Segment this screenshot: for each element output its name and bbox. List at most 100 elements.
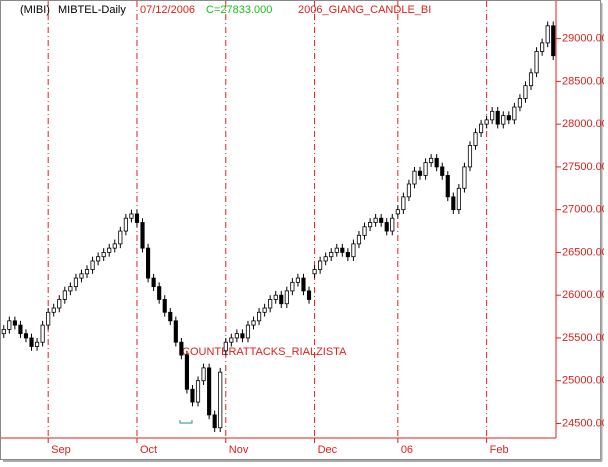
candle-body: [218, 371, 223, 429]
candle-body: [273, 294, 278, 300]
candle-body: [467, 145, 473, 168]
candle-body: [306, 290, 312, 300]
candle-body: [229, 337, 234, 343]
y-tick-label: 26000.000: [562, 289, 604, 301]
candle-body: [440, 166, 445, 176]
candle-body: [212, 414, 217, 429]
candle-body: [257, 311, 262, 322]
candle-body: [523, 85, 528, 99]
y-tick-label: 26500.000: [562, 246, 604, 258]
x-tick-label: Sep: [51, 444, 71, 456]
candle-body: [79, 273, 84, 279]
candle-body: [451, 196, 456, 211]
candle-body: [140, 222, 145, 249]
candle-body: [223, 341, 228, 352]
candle-body: [173, 320, 178, 343]
y-tick-label: 29000.000: [562, 33, 604, 45]
candle-body: [423, 162, 428, 176]
candle-body: [240, 333, 245, 339]
candle-body: [146, 247, 151, 279]
candle-body: [129, 213, 134, 219]
candle-body: [528, 72, 534, 87]
x-tick-label: Feb: [490, 444, 509, 456]
candle-body: [29, 337, 34, 347]
x-tick-label: 06: [401, 444, 413, 456]
candle-body: [345, 252, 350, 258]
candle-body: [301, 277, 306, 292]
candle-body: [73, 277, 78, 288]
symbol: (MIBI): [20, 4, 50, 16]
candle-body: [429, 157, 434, 164]
study: 2006_GIANG_CANDLE_BI: [298, 4, 431, 16]
candle-body: [334, 247, 339, 253]
candle-body: [473, 132, 478, 146]
bracket: [179, 420, 193, 424]
candle-body: [134, 213, 140, 223]
candle-body: [479, 123, 484, 134]
candle-body: [534, 51, 539, 74]
close-label: C=27833.000: [206, 4, 272, 16]
candle-body: [368, 222, 373, 228]
y-tick-label: 25500.000: [562, 332, 604, 344]
candle-body: [284, 290, 289, 305]
candle-body: [268, 299, 273, 309]
candle-body: [401, 196, 406, 211]
date: 07/12/2006: [140, 4, 195, 16]
y-tick-label: 28000.000: [562, 118, 604, 130]
candle-body: [101, 252, 106, 258]
candle-body: [195, 380, 201, 403]
candle-body: [96, 256, 101, 262]
y-tick-label: 25000.000: [562, 375, 604, 387]
candle-body: [151, 277, 156, 288]
candle-body: [40, 324, 45, 343]
candle-body: [190, 388, 195, 403]
x-tick-label: Nov: [229, 444, 249, 456]
candle-body: [295, 277, 300, 283]
candle-body: [484, 119, 489, 125]
candle-body: [390, 217, 395, 232]
candle-body: [57, 299, 62, 309]
candle-body: [123, 217, 128, 232]
candle-body: [207, 367, 212, 416]
candle-body: [262, 307, 267, 313]
frame: [0, 0, 601, 460]
candle-body: [68, 286, 73, 292]
candle-body: [12, 320, 17, 326]
candle-body: [540, 42, 545, 52]
candle-body: [1, 328, 6, 335]
candle-body: [506, 115, 511, 121]
candle-body: [107, 247, 112, 253]
candle-body: [490, 110, 495, 121]
y-tick-label: 27500.000: [562, 161, 604, 173]
candle-body: [245, 324, 251, 339]
candle-body: [234, 333, 239, 339]
candle-body: [551, 25, 556, 57]
candle-body: [18, 324, 23, 335]
candle-body: [373, 217, 378, 223]
candle-body: [434, 157, 439, 168]
candle-body: [456, 187, 461, 211]
x-tick-label: Dec: [318, 444, 338, 456]
candle-body: [84, 269, 90, 275]
candle-body: [251, 320, 256, 326]
candle-body: [329, 252, 334, 258]
candle-body: [35, 341, 40, 347]
candle-body: [7, 320, 12, 330]
candle-body: [90, 260, 95, 270]
candle-body: [112, 243, 117, 249]
chart-title: MIBTEL-Daily: [58, 4, 126, 16]
candle-body: [318, 260, 323, 270]
candle-body: [545, 25, 550, 44]
candle-body: [462, 166, 467, 189]
candle-body: [351, 243, 356, 258]
candle-body: [201, 367, 206, 382]
candle-body: [312, 269, 317, 275]
candle-body: [362, 226, 367, 236]
candle-body: [384, 222, 389, 232]
annotation: COUNTERATTACKS_RIALZISTA: [182, 346, 347, 358]
candle-body: [445, 175, 450, 198]
candle-body: [323, 256, 328, 262]
candle-body: [179, 341, 184, 356]
candle-body: [184, 354, 189, 390]
